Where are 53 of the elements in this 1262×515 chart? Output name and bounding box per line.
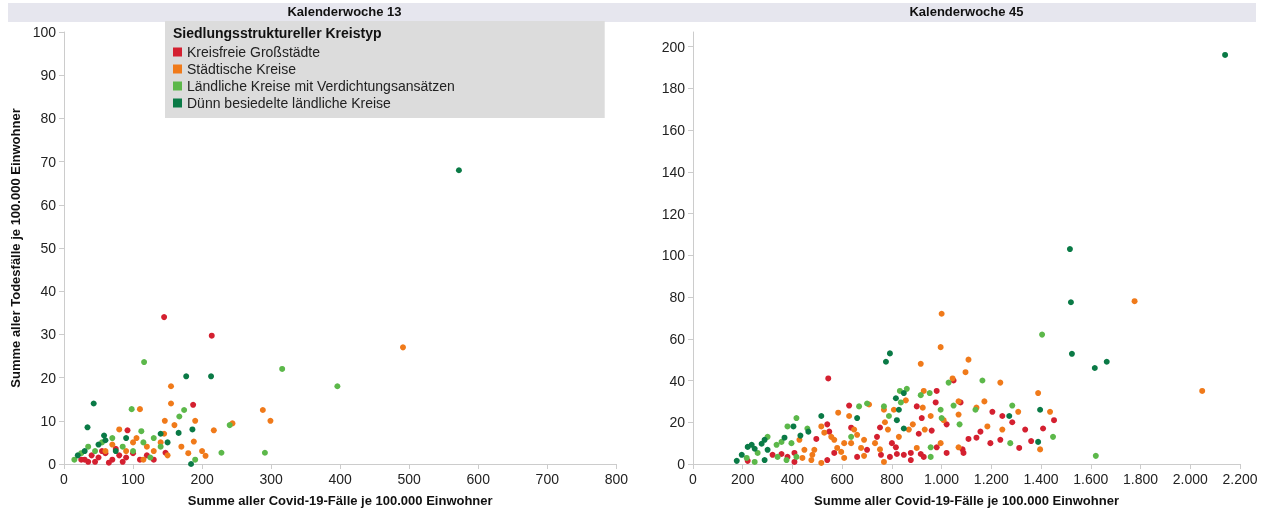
y-tick-label: 30 [40,326,57,343]
y-tick-label: 60 [40,196,57,213]
y-tick-label: 200 [661,38,686,55]
y-tick-label: 140 [661,163,686,180]
y-tick-label: 80 [669,289,686,306]
y-tick-label: 10 [40,412,57,429]
x-tick-label: 2.200 [1222,471,1258,487]
y-tick-label: 20 [669,414,686,431]
x-tick-label: 200 [190,471,214,487]
legend-label: Ländliche Kreise mit Verdichtungsansätzen [187,78,455,94]
x-axis-title: Summe aller Covid-19-Fälle je 100.000 Einwohner [814,493,1119,508]
x-tick-label: 600 [830,471,855,487]
x-tick-label: 800 [604,471,629,487]
y-tick-label: 60 [669,330,686,347]
x-tick-label: 600 [466,471,491,487]
y-tick-label: 180 [661,80,686,97]
x-axis-title: Summe aller Covid-19-Fälle je 100.000 Einwohner [187,493,493,508]
chart-title: Kalenderwoche 13 [287,4,402,19]
x-tick-label: 400 [780,471,805,487]
y-tick-label: 0 [677,456,686,472]
y-tick-label: 100 [32,24,57,40]
legend-label: Städtische Kreise [187,61,297,77]
x-tick-label: 200 [731,471,755,487]
y-tick-label: 70 [40,153,57,170]
x-tick-label: 300 [259,471,284,487]
legend-title: Siedlungsstruktureller Kreistyp [173,25,382,41]
x-tick-label: 100 [121,471,145,487]
x-tick-label: 700 [535,471,560,487]
y-tick-label: 90 [40,67,57,84]
y-axis-title: Summe aller Todesfälle je 100.000 Einwohner [7,108,23,388]
y-tick-label: 100 [661,247,686,264]
x-tick-label: 500 [397,471,422,487]
y-tick-label: 20 [40,369,57,386]
y-tick-label: 40 [669,372,686,389]
y-tick-label: 120 [661,205,686,222]
x-tick-label: 800 [880,471,904,487]
x-tick-label: 1.600 [1073,471,1109,487]
chart-title: Kalenderwoche 45 [909,4,1024,19]
x-tick-label: 1.000 [924,471,960,487]
x-tick-label: 1.400 [1023,471,1059,487]
x-tick-label: 1.200 [973,471,1010,487]
y-tick-label: 40 [40,283,57,300]
y-tick-label: 50 [40,240,57,256]
y-tick-label: 0 [48,456,57,472]
y-tick-label: 160 [661,122,686,139]
x-tick-label: 2.000 [1172,471,1208,487]
x-tick-label: 400 [328,471,353,487]
y-tick-label: 80 [40,110,57,127]
legend-label: Kreisfreie Großstädte [187,44,321,60]
x-tick-label: 0 [689,471,698,487]
x-tick-label: 0 [60,471,69,487]
legend-label: Dünn besiedelte ländliche Kreise [187,95,392,111]
x-tick-label: 1.800 [1123,471,1159,487]
